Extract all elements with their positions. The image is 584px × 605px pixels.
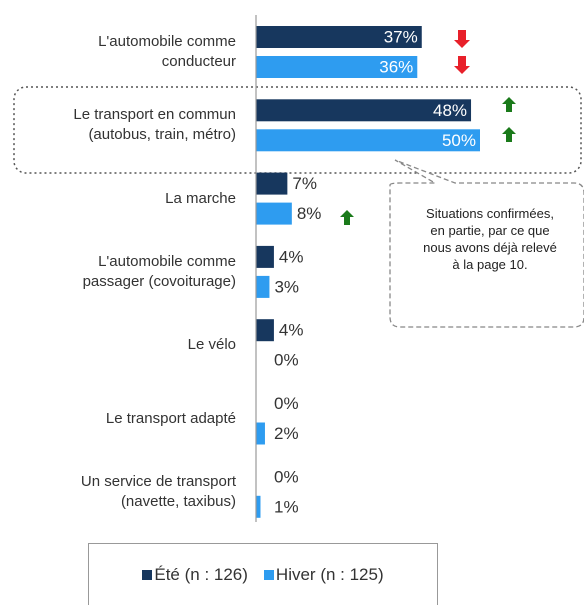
legend-label: Été (n : 126): [154, 564, 248, 584]
value-label: 2%: [274, 424, 299, 443]
value-label: 36%: [379, 57, 413, 76]
category-label: Le vélo: [187, 336, 236, 354]
legend-label: Hiver (n : 125): [275, 564, 384, 584]
value-label: 3%: [274, 277, 299, 296]
legend-item: Été (n : 126): [142, 565, 248, 585]
up-arrow: [502, 97, 516, 112]
bar: [256, 422, 265, 445]
bar: [256, 275, 270, 298]
value-label: 37%: [384, 27, 418, 46]
value-label: 4%: [279, 321, 304, 340]
value-label: 7%: [292, 174, 317, 193]
bar: [256, 245, 274, 268]
down-arrow: [454, 56, 470, 74]
bar: [256, 319, 274, 342]
bar: [256, 129, 480, 152]
bar: [256, 495, 261, 518]
legend-item: Hiver (n : 125): [263, 564, 384, 585]
category-label: L'automobile comme passager (covoiturage…: [82, 252, 236, 290]
bar: [256, 99, 472, 122]
down-arrow: [454, 30, 470, 48]
value-label: 48%: [433, 101, 467, 120]
category-label: L'automobile comme conducteur: [98, 33, 236, 70]
legend: Été (n : 126) Hiver (n : 125): [88, 543, 438, 605]
bar: [256, 202, 292, 225]
callout-text: Situations confirmées, en partie, par ce…: [423, 206, 557, 272]
up-arrow: [502, 127, 516, 142]
legend-swatch: [263, 569, 274, 580]
value-label: 0%: [274, 351, 299, 370]
value-label: 4%: [279, 247, 304, 266]
category-label: Un service de transport (navette, taxibu…: [80, 472, 236, 510]
value-label: 50%: [442, 131, 476, 150]
category-label: Le transport adapté: [105, 409, 236, 427]
category-label: Le transport en commun (autobus, train, …: [73, 106, 236, 144]
up-arrow: [340, 210, 354, 225]
bar: [256, 26, 422, 48]
bar: [256, 172, 288, 195]
bar: [256, 56, 418, 78]
category-label: La marche: [165, 189, 236, 207]
value-label: 0%: [274, 467, 299, 486]
value-label: 8%: [297, 204, 322, 223]
value-label: 1%: [274, 497, 299, 516]
highlight-box: [13, 86, 582, 174]
legend-swatch: [142, 569, 153, 580]
value-label: 0%: [274, 394, 299, 413]
